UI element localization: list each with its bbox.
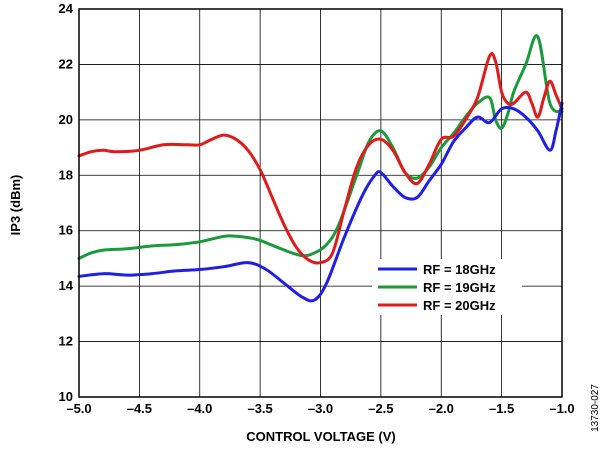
series-line-rf-18ghz [77,101,564,303]
legend-label-rf-18ghz: RF = 18GHz [423,262,496,277]
y-tick-labels: 10 12 14 16 18 20 22 24 [59,1,74,404]
y-tick-label: 12 [59,334,73,349]
x-tick-label: –2.5 [368,401,393,416]
y-tick-label: 18 [59,167,73,182]
series-line-rf-19ghz [77,34,564,260]
grid-lines [78,8,563,398]
y-tick-label: 16 [59,223,73,238]
y-tick-label: 24 [59,1,74,16]
series-lines [77,34,564,303]
series-line-rf-20ghz [77,52,564,265]
x-tick-label: –5.0 [66,401,91,416]
x-tick-label: –2.0 [429,401,454,416]
x-tick-label: –1.5 [489,401,514,416]
x-tick-labels: –5.0 –4.5 –4.0 –3.5 –3.0 –2.5 –2.0 –1.5 –1.0 [66,401,574,416]
x-tick-label: –3.0 [308,401,333,416]
legend: RF = 18GHz RF = 19GHz RF = 20GHz [372,259,522,315]
x-axis-label: CONTROL VOLTAGE (V) [246,429,396,444]
y-tick-label: 10 [59,389,73,404]
figure-id: 13730-027 [590,384,601,432]
y-axis-label: IP3 (dBm) [8,175,23,236]
legend-label-rf-20ghz: RF = 20GHz [423,298,496,313]
legend-label-rf-19ghz: RF = 19GHz [423,280,496,295]
x-tick-label: –4.0 [187,401,212,416]
y-tick-label: 20 [59,112,73,127]
y-tick-label: 22 [59,56,73,71]
x-tick-label: –1.0 [549,401,574,416]
x-tick-label: –4.5 [127,401,152,416]
y-tick-label: 14 [59,278,74,293]
x-tick-label: –3.5 [247,401,272,416]
plot-frame [78,8,563,398]
